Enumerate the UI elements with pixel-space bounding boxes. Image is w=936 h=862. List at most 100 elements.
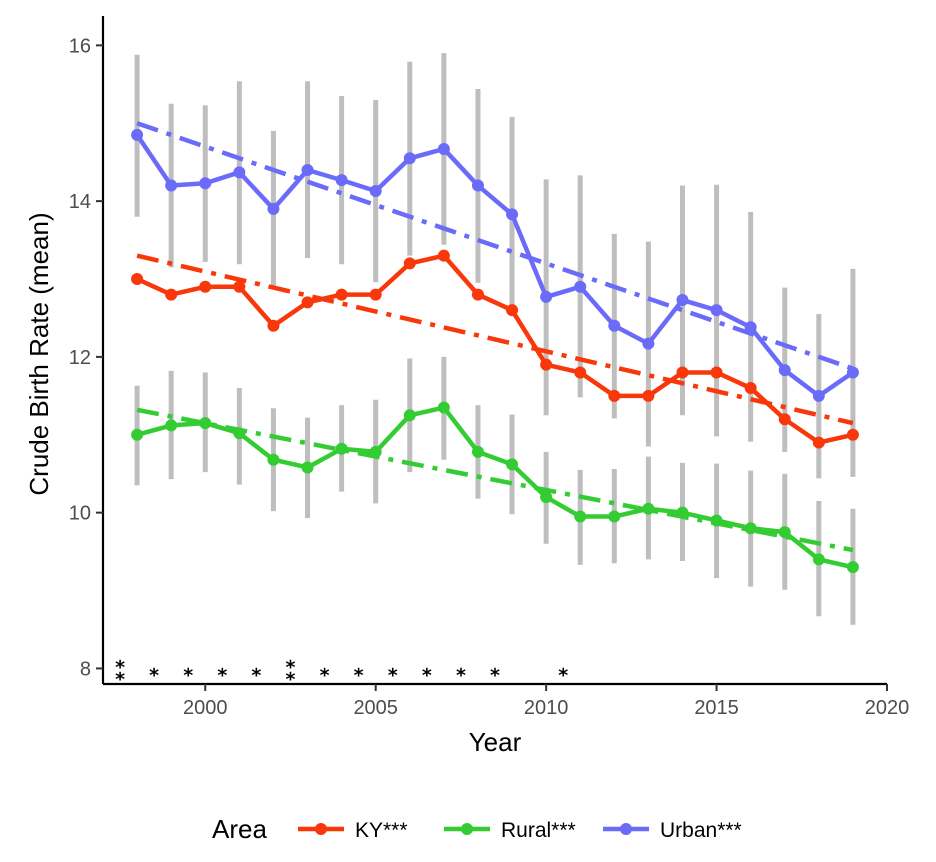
data-point-urban (301, 163, 314, 176)
data-point-urban (471, 179, 484, 192)
data-point-urban (267, 202, 280, 215)
data-point-rural (744, 522, 757, 535)
data-point-rural (642, 502, 655, 515)
data-point-urban (744, 321, 757, 334)
data-point-rural (778, 526, 791, 539)
data-point-rural (540, 491, 553, 504)
data-point-rural (437, 401, 450, 414)
data-point-ky (642, 389, 655, 402)
y-tick-label: 16 (69, 35, 91, 57)
data-point-ky (506, 304, 519, 317)
data-point-ky (608, 389, 621, 402)
data-point-urban (165, 179, 178, 192)
significance-mark-char: * (115, 668, 125, 690)
data-point-rural (676, 506, 689, 519)
data-point-ky (165, 288, 178, 301)
legend-label-rural: Rural*** (501, 819, 576, 842)
data-point-rural (403, 409, 416, 422)
legend-title: Area (212, 814, 267, 844)
significance-mark: * (149, 664, 159, 686)
data-point-urban (403, 152, 416, 165)
data-point-urban (369, 185, 382, 198)
data-point-rural (267, 453, 280, 466)
significance-mark-char: * (115, 656, 125, 678)
data-point-urban (506, 208, 519, 221)
series-line-ky (136, 253, 854, 445)
x-tick-label: 2015 (694, 697, 739, 719)
data-point-ky (335, 288, 348, 301)
trend-line-rural (136, 407, 854, 553)
legend-label-ky: KY*** (355, 819, 408, 842)
significance-mark-char: * (286, 656, 296, 678)
data-point-rural (301, 461, 314, 474)
data-point-rural (199, 417, 212, 430)
data-point-ky (369, 288, 382, 301)
data-point-urban (608, 319, 621, 332)
data-point-ky (574, 366, 587, 379)
data-point-rural (165, 419, 178, 432)
data-point-ky (267, 319, 280, 332)
data-point-urban (846, 366, 859, 379)
data-point-rural (506, 458, 519, 471)
data-point-ky (744, 382, 757, 395)
y-tick-label: 12 (69, 347, 91, 369)
significance-mark: * (251, 664, 261, 686)
significance-mark: * (490, 664, 500, 686)
data-point-rural (812, 553, 825, 566)
significance-mark: * (320, 664, 330, 686)
data-point-rural (574, 510, 587, 523)
data-point-urban (335, 174, 348, 187)
data-point-rural (369, 445, 382, 458)
significance-mark: * (422, 664, 432, 686)
data-point-urban (778, 364, 791, 377)
data-point-ky (471, 288, 484, 301)
x-axis-title: Year (469, 727, 522, 757)
legend-marker-rural (461, 823, 473, 835)
data-point-ky (676, 366, 689, 379)
x-tick-label: 2000 (183, 697, 228, 719)
data-point-rural (233, 427, 246, 440)
x-tick-label: 2020 (865, 697, 910, 719)
data-point-rural (131, 428, 144, 441)
data-point-urban (676, 294, 689, 307)
significance-mark-char: * (286, 668, 296, 690)
trend-line-ky (136, 253, 854, 426)
data-point-ky (846, 428, 859, 441)
data-point-ky (403, 257, 416, 270)
data-point-rural (710, 514, 723, 527)
data-point-urban (710, 304, 723, 317)
data-point-rural (846, 561, 859, 574)
data-point-ky (710, 366, 723, 379)
data-point-ky (131, 273, 144, 286)
data-point-urban (437, 142, 450, 155)
data-point-urban (131, 128, 144, 141)
data-point-ky (437, 249, 450, 262)
significance-mark: * (456, 664, 466, 686)
legend-label-urban: Urban*** (660, 819, 742, 842)
data-point-urban (574, 280, 587, 293)
data-point-urban (540, 290, 553, 303)
data-point-urban (812, 389, 825, 402)
y-tick-label: 14 (69, 191, 91, 213)
data-point-rural (335, 442, 348, 455)
data-point-rural (471, 445, 484, 458)
plot-area: *******************810121416200020052010… (69, 16, 910, 719)
legend: Area KY*** Rural*** Urban*** (212, 814, 742, 844)
y-tick-label: 8 (80, 658, 91, 680)
legend-marker-ky (315, 823, 327, 835)
series-line-rural (136, 405, 854, 570)
significance-mark: * (558, 664, 568, 686)
data-point-urban (642, 337, 655, 350)
series-line-urban (135, 133, 855, 399)
data-point-ky (199, 280, 212, 293)
data-point-ky (233, 280, 246, 293)
significance-mark: * (354, 664, 364, 686)
data-point-urban (233, 166, 246, 179)
significance-mark: * (217, 664, 227, 686)
legend-marker-urban (620, 823, 632, 835)
significance-mark: * (183, 664, 193, 686)
significance-mark: * (388, 664, 398, 686)
y-axis-title: Crude Birth Rate (mean) (24, 212, 54, 495)
x-tick-label: 2005 (353, 697, 398, 719)
